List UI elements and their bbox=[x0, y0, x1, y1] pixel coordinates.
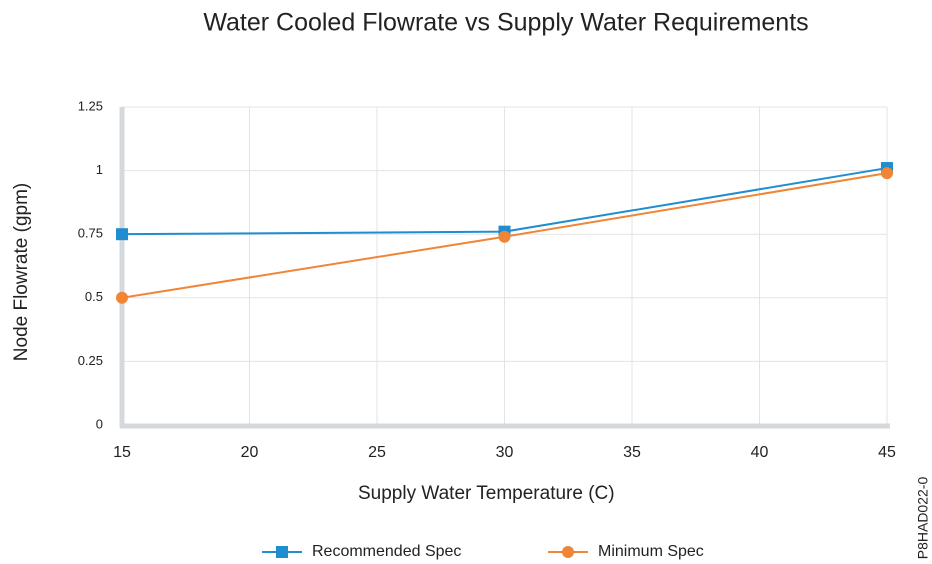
data-point bbox=[116, 291, 128, 304]
y-axis-label: Node Flowrate (gpm) bbox=[11, 183, 32, 361]
x-tick-label: 35 bbox=[623, 444, 641, 461]
y-tick-label: 0.25 bbox=[78, 353, 103, 368]
y-tick-label: 0 bbox=[96, 416, 103, 431]
y-tick-label: 0.75 bbox=[78, 226, 103, 241]
figure-id: P8HAD022-0 bbox=[915, 477, 931, 560]
y-tick-label: 0.5 bbox=[85, 289, 103, 304]
x-tick-label: 30 bbox=[496, 444, 514, 461]
x-tick-label: 40 bbox=[751, 444, 769, 461]
legend-marker bbox=[562, 546, 574, 558]
legend-marker bbox=[276, 546, 288, 558]
x-tick-label: 45 bbox=[878, 444, 896, 461]
legend-label: Minimum Spec bbox=[598, 543, 704, 560]
data-point bbox=[116, 228, 128, 241]
x-tick-label: 25 bbox=[368, 444, 386, 461]
legend-label: Recommended Spec bbox=[312, 543, 461, 560]
chart-title: Water Cooled Flowrate vs Supply Water Re… bbox=[203, 9, 808, 37]
data-point bbox=[498, 230, 511, 243]
x-tick-label: 20 bbox=[241, 444, 259, 461]
x-axis-label: Supply Water Temperature (C) bbox=[358, 483, 615, 504]
y-tick-label: 1 bbox=[96, 162, 103, 177]
x-tick-label: 15 bbox=[113, 444, 131, 461]
data-point bbox=[881, 167, 893, 180]
y-tick-label: 1.25 bbox=[78, 98, 103, 113]
